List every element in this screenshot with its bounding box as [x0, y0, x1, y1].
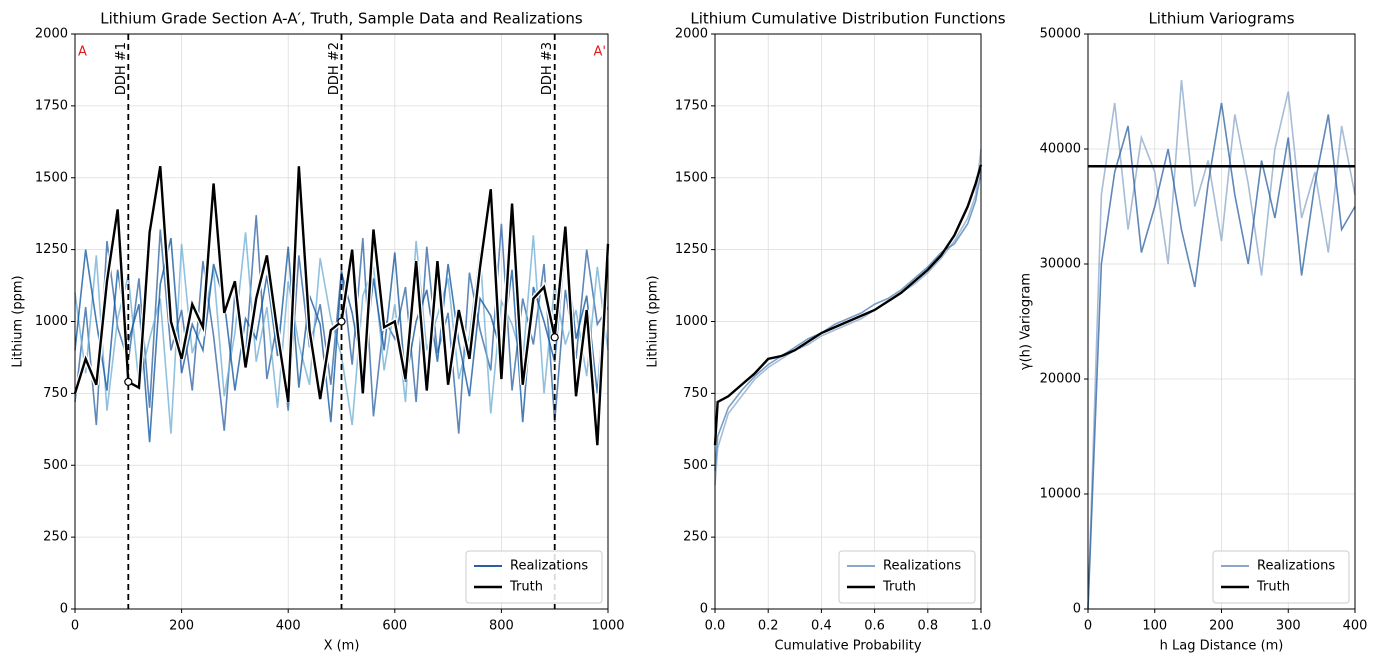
plot-frame — [714, 33, 982, 610]
y-axis-label: Lithium (ppm) — [11, 275, 26, 367]
series-line — [1087, 79, 1356, 610]
y-tick-label: 750 — [43, 386, 68, 401]
x-tick-label: 200 — [1209, 619, 1234, 634]
x-tick-label: 800 — [489, 619, 514, 634]
series-line — [714, 148, 982, 486]
legend-label: Truth — [1256, 580, 1290, 595]
legend-box — [465, 550, 603, 604]
y-tick-label: 1000 — [675, 314, 708, 329]
series-line — [713, 164, 983, 446]
x-tick-label: 600 — [382, 619, 407, 634]
x-tick-label: 300 — [1276, 619, 1301, 634]
x-tick-label: 0.4 — [811, 619, 832, 634]
y-axis-label: Lithium (ppm) — [646, 275, 661, 367]
plot-frame — [74, 33, 609, 610]
legend-box — [838, 550, 976, 604]
x-tick-label: 0.0 — [705, 619, 726, 634]
y-tick-label: 1750 — [35, 98, 68, 113]
y-tick-label: 0 — [700, 602, 708, 617]
y-tick-label: 500 — [43, 458, 68, 473]
y-tick-label: 500 — [683, 458, 708, 473]
legend-label: Realizations — [1257, 559, 1335, 574]
legend-label: Truth — [509, 580, 543, 595]
y-tick-label: 1750 — [675, 98, 708, 113]
chart-title: Lithium Grade Section A-A′, Truth, Sampl… — [100, 10, 583, 28]
series-line — [1087, 102, 1356, 610]
panel: Lithium Cumulative Distribution Function… — [646, 10, 1006, 654]
drillhole-label: DDH #2 — [327, 42, 342, 95]
x-tick-label: 0.8 — [917, 619, 938, 634]
x-tick-label: 0 — [1084, 619, 1092, 634]
x-tick-label: 100 — [1142, 619, 1167, 634]
x-tick-label: 400 — [276, 619, 301, 634]
y-tick-label: 250 — [683, 530, 708, 545]
y-tick-label: 30000 — [1040, 257, 1081, 272]
legend-label: Truth — [882, 580, 916, 595]
x-tick-label: 1.0 — [971, 619, 992, 634]
y-tick-label: 1500 — [35, 170, 68, 185]
legend-label: Realizations — [883, 559, 961, 574]
drillhole-label: DDH #3 — [540, 42, 555, 95]
panel: Lithium Grade Section A-A′, Truth, Sampl… — [11, 10, 625, 654]
y-tick-label: 0 — [1073, 602, 1081, 617]
plot-frame — [1087, 33, 1356, 610]
y-tick-label: 10000 — [1040, 487, 1081, 502]
legend-box — [1212, 550, 1350, 604]
section-end-label: A — [78, 45, 87, 60]
y-tick-label: 40000 — [1040, 142, 1081, 157]
section-end-label: A' — [594, 45, 606, 60]
sample-point — [124, 377, 133, 386]
x-tick-label: 1000 — [591, 619, 624, 634]
x-axis-label: X (m) — [324, 639, 360, 654]
y-tick-label: 1000 — [35, 314, 68, 329]
x-axis-label: h Lag Distance (m) — [1160, 639, 1284, 654]
y-tick-label: 20000 — [1040, 372, 1081, 387]
y-tick-label: 1250 — [35, 242, 68, 257]
x-axis-label: Cumulative Probability — [774, 639, 921, 654]
chart-title: Lithium Variograms — [1148, 10, 1294, 28]
series-line — [74, 237, 609, 443]
y-tick-label: 250 — [43, 530, 68, 545]
x-tick-label: 0.2 — [758, 619, 779, 634]
x-tick-label: 400 — [1343, 619, 1368, 634]
y-axis-label: γ(h) Variogram — [1019, 273, 1034, 370]
y-tick-label: 0 — [60, 602, 68, 617]
x-tick-label: 0.6 — [864, 619, 885, 634]
legend-label: Realizations — [510, 559, 588, 574]
x-tick-label: 0 — [71, 619, 79, 634]
y-tick-label: 50000 — [1040, 27, 1081, 42]
sample-point — [550, 333, 559, 342]
y-tick-label: 2000 — [675, 27, 708, 42]
sample-point — [337, 317, 346, 326]
panel: Lithium Variograms 0 10000 20000 30000 40000 5… — [1019, 10, 1368, 654]
y-tick-label: 750 — [683, 386, 708, 401]
y-tick-label: 2000 — [35, 27, 68, 42]
y-tick-label: 1250 — [675, 242, 708, 257]
chart-title: Lithium Cumulative Distribution Function… — [690, 10, 1005, 28]
x-tick-label: 200 — [169, 619, 194, 634]
y-tick-label: 1500 — [675, 170, 708, 185]
drillhole-label: DDH #1 — [114, 42, 129, 95]
